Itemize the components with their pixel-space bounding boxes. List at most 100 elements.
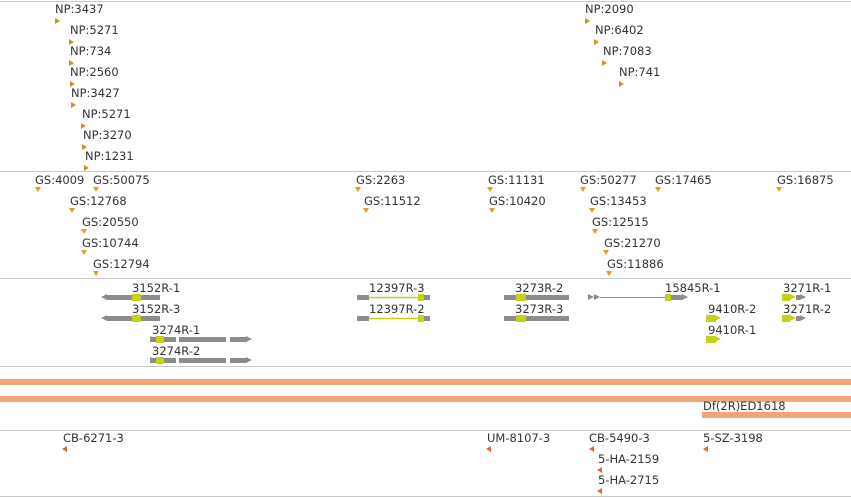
np-insertion-label[interactable]: NP:3437 xyxy=(55,2,104,16)
gs-insertion-label[interactable]: GS:17465 xyxy=(655,173,712,187)
gene-model-label[interactable]: 15845R-1 xyxy=(665,281,721,295)
gs-insertion-marker[interactable] xyxy=(81,250,87,255)
gene-model-label[interactable]: 3274R-2 xyxy=(152,344,201,358)
np-insertion-label[interactable]: NP:741 xyxy=(619,65,661,79)
cb-insertion-marker[interactable] xyxy=(703,446,708,452)
gene-exon[interactable] xyxy=(132,315,141,322)
gene-exon[interactable] xyxy=(516,294,526,301)
np-insertion-marker[interactable] xyxy=(585,18,590,24)
np-insertion-marker[interactable] xyxy=(69,60,74,66)
gs-insertion-label[interactable]: GS:10744 xyxy=(82,236,139,250)
gs-insertion-marker[interactable] xyxy=(363,208,369,213)
gs-insertion-marker[interactable] xyxy=(580,187,586,192)
gs-insertion-marker[interactable] xyxy=(93,187,99,192)
gene-model[interactable] xyxy=(357,295,369,300)
gene-model-label[interactable]: 9410R-1 xyxy=(708,323,757,337)
np-insertion-marker[interactable] xyxy=(71,102,76,108)
np-insertion-label[interactable]: NP:3270 xyxy=(83,128,132,142)
gene-model[interactable] xyxy=(150,337,158,342)
gs-insertion-marker[interactable] xyxy=(603,250,609,255)
np-insertion-marker[interactable] xyxy=(602,60,607,66)
cb-insertion-marker[interactable] xyxy=(62,446,67,452)
cb-insertion-label[interactable]: 5-HA-2715 xyxy=(598,473,660,487)
gs-insertion-label[interactable]: GS:12794 xyxy=(93,257,150,271)
gene-strand-arrow[interactable] xyxy=(715,315,721,321)
cb-insertion-marker[interactable] xyxy=(486,446,491,452)
gene-model[interactable] xyxy=(796,316,800,321)
gene-model-label[interactable]: 3274R-1 xyxy=(152,323,201,337)
gene-exon[interactable] xyxy=(782,294,790,301)
gene-strand-arrow[interactable] xyxy=(790,294,796,300)
gene-strand-arrow[interactable] xyxy=(246,357,252,363)
gs-insertion-label[interactable]: GS:4009 xyxy=(35,173,85,187)
gene-model[interactable] xyxy=(141,316,160,321)
gene-model[interactable] xyxy=(164,358,176,363)
gene-model[interactable] xyxy=(504,316,516,321)
np-insertion-marker[interactable] xyxy=(69,39,74,45)
np-insertion-label[interactable]: NP:734 xyxy=(70,44,112,58)
gene-model[interactable] xyxy=(230,337,246,342)
gene-exon[interactable] xyxy=(156,336,164,343)
gene-model-label[interactable]: 3152R-1 xyxy=(132,281,181,295)
gene-model[interactable] xyxy=(164,337,176,342)
gene-strand-arrow[interactable] xyxy=(715,336,721,342)
gene-model[interactable] xyxy=(671,295,682,300)
gene-exon[interactable] xyxy=(418,315,424,322)
gs-insertion-label[interactable]: GS:11131 xyxy=(488,173,545,187)
gene-model[interactable] xyxy=(796,295,800,300)
gene-exon[interactable] xyxy=(706,315,716,322)
np-insertion-marker[interactable] xyxy=(82,144,87,150)
gene-model-label[interactable]: 3271R-1 xyxy=(783,281,832,295)
np-insertion-label[interactable]: NP:3427 xyxy=(71,86,120,100)
np-insertion-marker[interactable] xyxy=(70,81,75,87)
gene-model-label[interactable]: 3273R-2 xyxy=(515,281,564,295)
gene-model-label[interactable]: 3273R-3 xyxy=(515,302,564,316)
gs-insertion-label[interactable]: GS:11886 xyxy=(607,257,664,271)
gs-insertion-label[interactable]: GS:10420 xyxy=(489,194,546,208)
gene-exon[interactable] xyxy=(132,294,141,301)
gene-model-label[interactable]: 12397R-3 xyxy=(369,281,425,295)
cb-insertion-label[interactable]: CB-5490-3 xyxy=(589,431,650,445)
gene-model[interactable] xyxy=(141,295,160,300)
gene-model-label[interactable]: 12397R-2 xyxy=(369,302,425,316)
gene-strand-arrow[interactable] xyxy=(101,315,107,321)
gs-insertion-label[interactable]: GS:16875 xyxy=(777,173,834,187)
np-insertion-marker[interactable] xyxy=(84,165,89,171)
gene-model[interactable] xyxy=(107,316,132,321)
deficiency-bar[interactable] xyxy=(702,412,851,418)
gene-exon[interactable] xyxy=(156,357,164,364)
gs-insertion-marker[interactable] xyxy=(776,187,782,192)
gs-insertion-label[interactable]: GS:20550 xyxy=(82,215,139,229)
cb-insertion-label[interactable]: CB-6271-3 xyxy=(63,431,124,445)
deficiency-label[interactable]: Df(2R)ED1618 xyxy=(703,399,786,413)
gene-strand-arrow[interactable] xyxy=(790,315,796,321)
gene-strand-arrow[interactable] xyxy=(246,336,252,342)
gs-insertion-label[interactable]: GS:50277 xyxy=(580,173,637,187)
gs-insertion-marker[interactable] xyxy=(81,229,87,234)
gs-insertion-marker[interactable] xyxy=(606,271,612,276)
gene-model[interactable] xyxy=(179,337,226,342)
cb-insertion-label[interactable]: UM-8107-3 xyxy=(487,431,551,445)
gene-strand-arrow[interactable] xyxy=(800,294,806,300)
gene-model[interactable] xyxy=(230,358,246,363)
np-insertion-label[interactable]: NP:5271 xyxy=(70,23,119,37)
gene-model[interactable] xyxy=(504,295,516,300)
np-insertion-marker[interactable] xyxy=(619,81,624,87)
gene-exon[interactable] xyxy=(706,336,716,343)
np-insertion-marker[interactable] xyxy=(55,18,60,24)
gs-insertion-label[interactable]: GS:13453 xyxy=(590,194,647,208)
gs-insertion-label[interactable]: GS:12768 xyxy=(70,194,127,208)
gs-insertion-marker[interactable] xyxy=(489,208,495,213)
gs-insertion-label[interactable]: GS:21270 xyxy=(604,236,661,250)
gene-exon[interactable] xyxy=(418,294,424,301)
np-insertion-label[interactable]: NP:2090 xyxy=(585,2,634,16)
gs-insertion-marker[interactable] xyxy=(69,208,75,213)
cb-insertion-label[interactable]: 5-HA-2159 xyxy=(598,452,660,466)
gs-insertion-label[interactable]: GS:12515 xyxy=(592,215,649,229)
gene-model[interactable] xyxy=(526,316,569,321)
gene-strand-arrow[interactable] xyxy=(800,315,806,321)
gene-model-label[interactable]: 3152R-3 xyxy=(132,302,181,316)
gene-model[interactable] xyxy=(357,316,369,321)
gene-model-label[interactable]: 3271R-2 xyxy=(783,302,832,316)
cb-insertion-marker[interactable] xyxy=(589,446,594,452)
